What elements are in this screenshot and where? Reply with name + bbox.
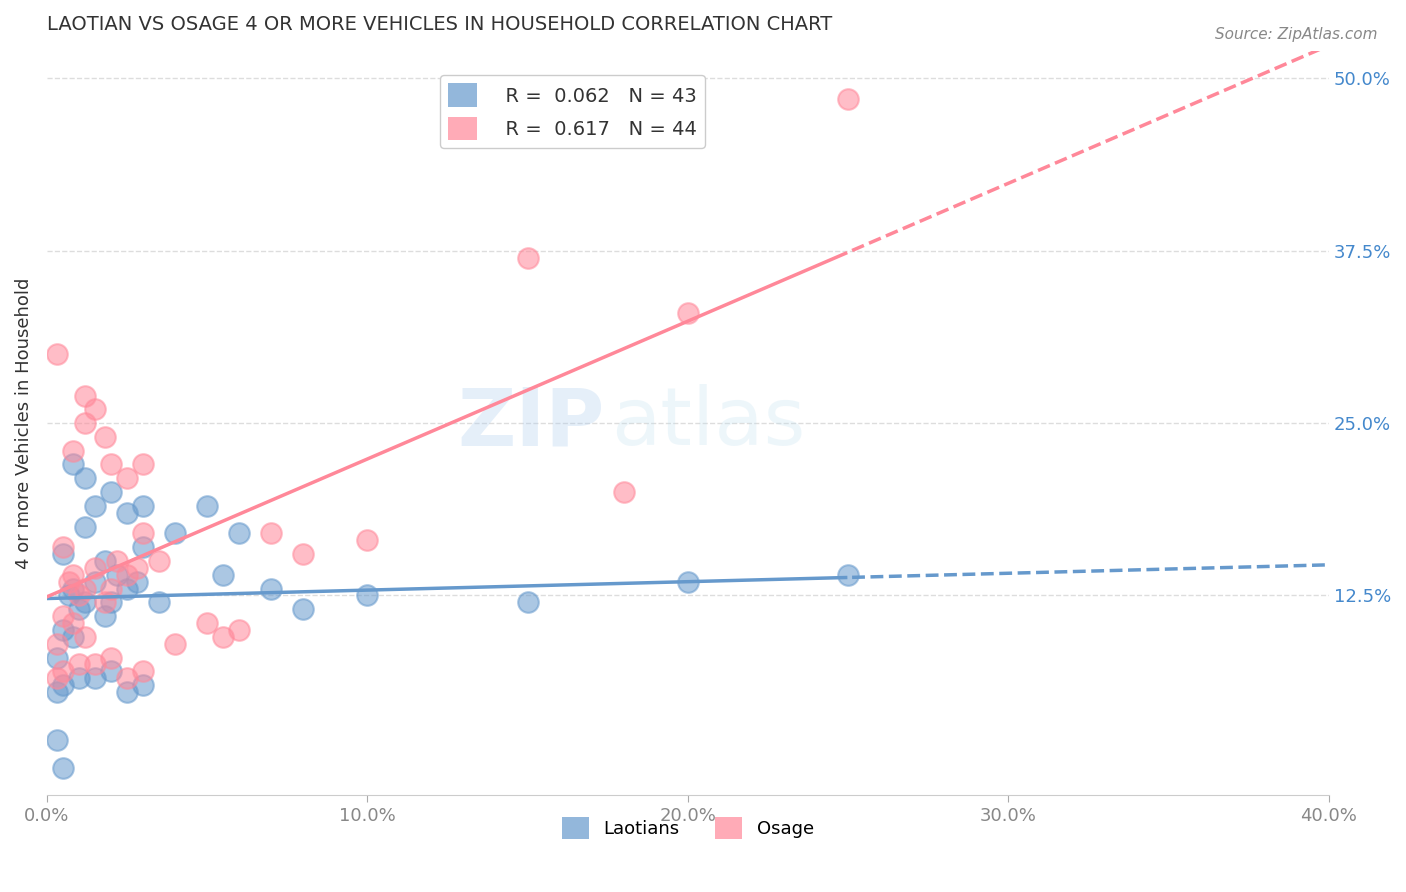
Point bbox=[93, 595, 115, 609]
Point bbox=[84, 574, 107, 589]
Point bbox=[93, 430, 115, 444]
Point bbox=[148, 554, 170, 568]
Point bbox=[292, 602, 315, 616]
Point bbox=[45, 733, 67, 747]
Point bbox=[75, 630, 97, 644]
Point bbox=[115, 582, 138, 596]
Point bbox=[75, 595, 97, 609]
Point bbox=[115, 471, 138, 485]
Point bbox=[105, 554, 128, 568]
Point bbox=[676, 574, 699, 589]
Point bbox=[52, 609, 75, 624]
Point bbox=[62, 567, 84, 582]
Point bbox=[132, 678, 155, 692]
Point bbox=[212, 630, 235, 644]
Point bbox=[84, 499, 107, 513]
Point bbox=[132, 665, 155, 679]
Text: ZIP: ZIP bbox=[457, 384, 605, 462]
Point bbox=[195, 499, 218, 513]
Point bbox=[52, 665, 75, 679]
Point bbox=[837, 567, 859, 582]
Point bbox=[62, 615, 84, 630]
Point bbox=[52, 540, 75, 554]
Point bbox=[100, 650, 122, 665]
Point bbox=[195, 615, 218, 630]
Point bbox=[45, 685, 67, 699]
Point bbox=[100, 582, 122, 596]
Point bbox=[45, 650, 67, 665]
Point bbox=[67, 671, 90, 685]
Point bbox=[516, 595, 538, 609]
Point bbox=[260, 582, 283, 596]
Point bbox=[62, 443, 84, 458]
Point bbox=[105, 567, 128, 582]
Point bbox=[75, 582, 97, 596]
Point bbox=[84, 561, 107, 575]
Point bbox=[292, 547, 315, 561]
Text: Source: ZipAtlas.com: Source: ZipAtlas.com bbox=[1215, 27, 1378, 42]
Point bbox=[62, 630, 84, 644]
Point bbox=[115, 506, 138, 520]
Point bbox=[93, 609, 115, 624]
Point bbox=[115, 685, 138, 699]
Point bbox=[67, 602, 90, 616]
Point bbox=[356, 589, 378, 603]
Point bbox=[52, 623, 75, 637]
Point bbox=[165, 637, 187, 651]
Point bbox=[75, 388, 97, 402]
Point bbox=[45, 347, 67, 361]
Legend: Laotians, Osage: Laotians, Osage bbox=[554, 809, 821, 846]
Text: LAOTIAN VS OSAGE 4 OR MORE VEHICLES IN HOUSEHOLD CORRELATION CHART: LAOTIAN VS OSAGE 4 OR MORE VEHICLES IN H… bbox=[46, 15, 832, 34]
Text: atlas: atlas bbox=[612, 384, 806, 462]
Point bbox=[165, 526, 187, 541]
Point bbox=[100, 665, 122, 679]
Point bbox=[52, 547, 75, 561]
Point bbox=[212, 567, 235, 582]
Point bbox=[84, 671, 107, 685]
Point bbox=[516, 251, 538, 265]
Point bbox=[115, 671, 138, 685]
Point bbox=[228, 526, 250, 541]
Point bbox=[75, 416, 97, 430]
Point bbox=[613, 485, 636, 500]
Point bbox=[84, 402, 107, 417]
Point bbox=[228, 623, 250, 637]
Point bbox=[115, 567, 138, 582]
Point bbox=[45, 671, 67, 685]
Point bbox=[84, 657, 107, 672]
Point bbox=[62, 582, 84, 596]
Point bbox=[75, 471, 97, 485]
Point bbox=[132, 526, 155, 541]
Point bbox=[75, 519, 97, 533]
Point bbox=[132, 499, 155, 513]
Point bbox=[125, 561, 148, 575]
Point bbox=[125, 574, 148, 589]
Point bbox=[45, 637, 67, 651]
Point bbox=[58, 574, 80, 589]
Point bbox=[67, 589, 90, 603]
Point bbox=[148, 595, 170, 609]
Point bbox=[62, 458, 84, 472]
Point bbox=[356, 533, 378, 548]
Point bbox=[676, 306, 699, 320]
Point bbox=[100, 485, 122, 500]
Point bbox=[837, 92, 859, 106]
Point bbox=[260, 526, 283, 541]
Point bbox=[132, 458, 155, 472]
Point bbox=[100, 595, 122, 609]
Point bbox=[58, 589, 80, 603]
Point bbox=[52, 761, 75, 775]
Point bbox=[52, 678, 75, 692]
Point bbox=[100, 458, 122, 472]
Y-axis label: 4 or more Vehicles in Household: 4 or more Vehicles in Household bbox=[15, 277, 32, 569]
Point bbox=[93, 554, 115, 568]
Point bbox=[67, 657, 90, 672]
Point bbox=[132, 540, 155, 554]
